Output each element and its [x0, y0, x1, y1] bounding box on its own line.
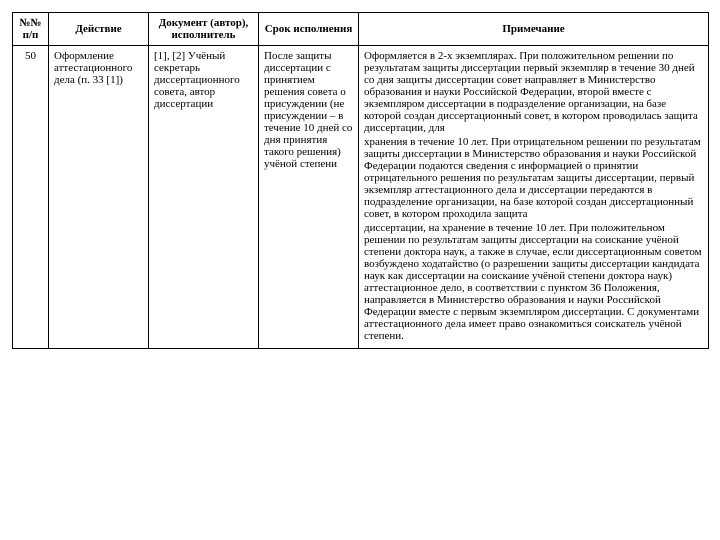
- attestation-table: №№ п/п Действие Документ (автор), исполн…: [12, 12, 709, 349]
- table-header-row: №№ п/п Действие Документ (автор), исполн…: [13, 13, 709, 46]
- cell-action: Оформление аттестационного дела (п. 33 […: [49, 46, 149, 349]
- cell-num: 50: [13, 46, 49, 349]
- note-paragraph-1: Оформляется в 2-х экземплярах. При полож…: [364, 50, 703, 134]
- col-num: №№ п/п: [13, 13, 49, 46]
- table-row: 50 Оформление аттестационного дела (п. 3…: [13, 46, 709, 349]
- note-paragraph-3: диссертации, на хранение в течение 10 ле…: [364, 222, 703, 342]
- cell-doc: [1], [2] Учёный секретарь диссертационно…: [149, 46, 259, 349]
- col-deadline: Срок исполнения: [259, 13, 359, 46]
- col-note: Примечание: [359, 13, 709, 46]
- col-action: Действие: [49, 13, 149, 46]
- cell-deadline: После защиты диссертации с принятием реш…: [259, 46, 359, 349]
- note-paragraph-2: хранения в течение 10 лет. При отрицател…: [364, 136, 703, 220]
- cell-note: Оформляется в 2-х экземплярах. При полож…: [359, 46, 709, 349]
- col-doc: Документ (автор), исполнитель: [149, 13, 259, 46]
